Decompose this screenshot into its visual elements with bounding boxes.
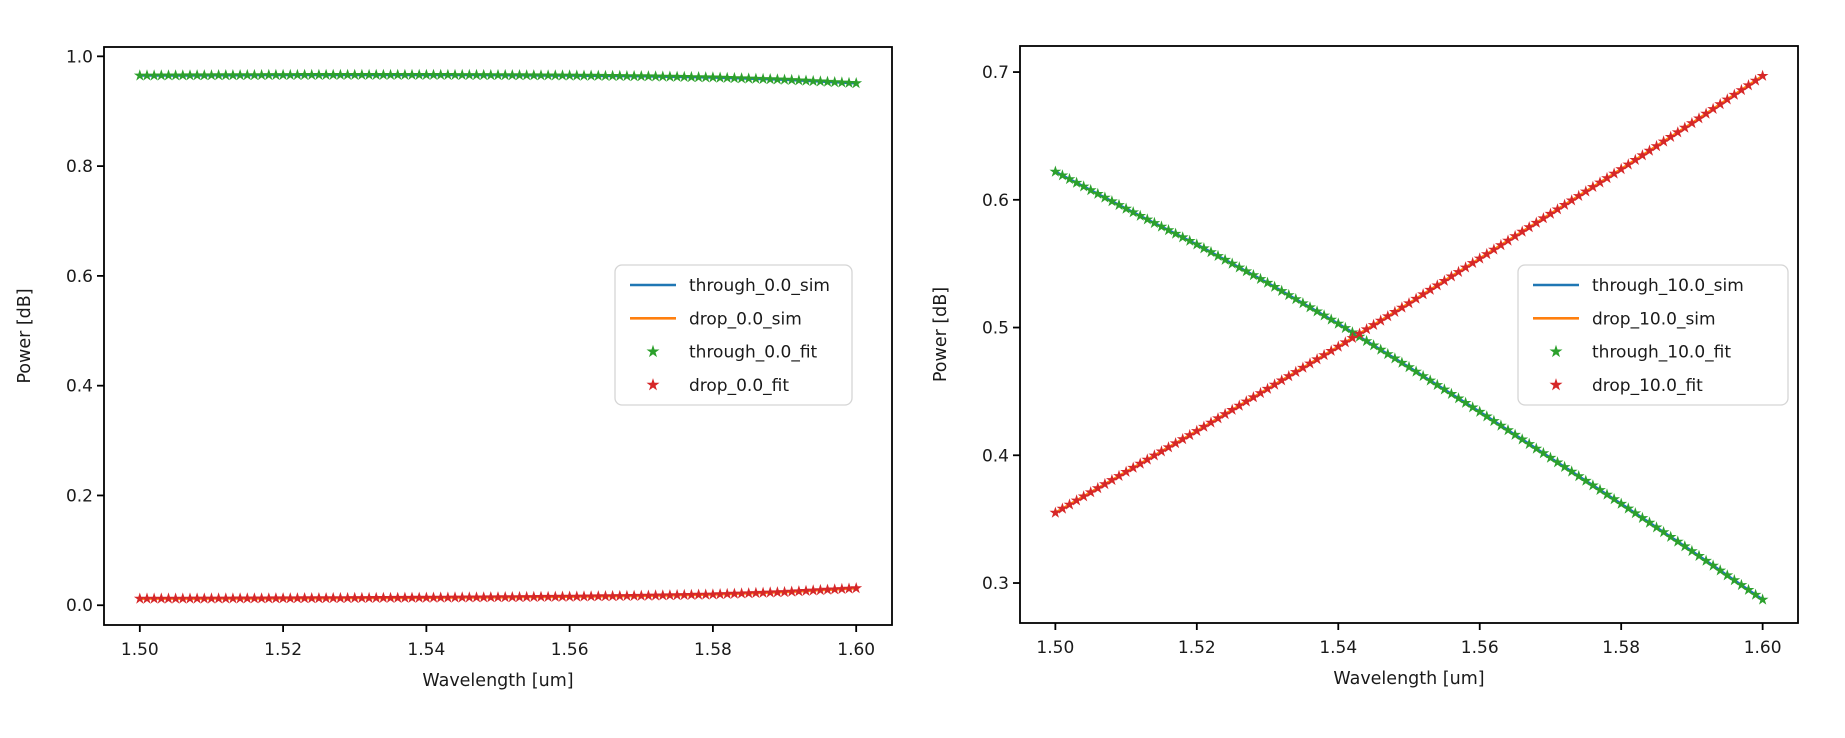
y-tick-label: 0.7 bbox=[982, 63, 1009, 83]
legend-label: drop_10.0_sim bbox=[1592, 309, 1716, 329]
y-tick-label: 0.6 bbox=[982, 191, 1009, 211]
x-tick-label: 1.52 bbox=[264, 640, 302, 660]
legend-item: drop_10.0_sim bbox=[1533, 309, 1716, 329]
x-tick-label: 1.50 bbox=[1036, 638, 1074, 658]
legend-item: drop_0.0_fit bbox=[646, 376, 789, 396]
legend-box bbox=[614, 264, 853, 406]
x-tick-label: 1.50 bbox=[121, 640, 159, 660]
y-tick-label: 0.4 bbox=[66, 377, 93, 397]
x-axis-label: Wavelength [um] bbox=[1333, 669, 1484, 689]
legend-label: through_0.0_sim bbox=[689, 276, 830, 296]
legend-item: drop_10.0_fit bbox=[1549, 376, 1703, 396]
legend-label: drop_0.0_sim bbox=[689, 309, 802, 329]
y-axis-label: Power [dB] bbox=[15, 288, 35, 383]
y-tick-label: 0.6 bbox=[66, 267, 93, 287]
y-tick-label: 0.0 bbox=[66, 596, 93, 616]
y-axis-label: Power [dB] bbox=[931, 287, 951, 382]
x-tick-label: 1.54 bbox=[1319, 638, 1357, 658]
series-through_0.0_fit-markers bbox=[133, 68, 863, 89]
legend-item: through_0.0_sim bbox=[630, 276, 830, 296]
legend-label: through_10.0_fit bbox=[1592, 343, 1731, 363]
y-tick-label: 1.0 bbox=[66, 47, 93, 67]
series-drop_0.0_fit-markers bbox=[133, 582, 863, 604]
axes-frame bbox=[103, 46, 893, 626]
axes-frame bbox=[1019, 45, 1799, 624]
legend: through_0.0_sim drop_0.0_sim through_0.0_f… bbox=[614, 264, 853, 406]
x-tick-label: 1.60 bbox=[837, 640, 875, 660]
right-plot: 1.50 1.52 1.54 1.56 1.58 1.60 0.3 0.4 0.5 0.6 0.7 W… bbox=[931, 45, 1799, 689]
x-axis-label: Wavelength [um] bbox=[422, 671, 573, 691]
y-tick-label: 0.3 bbox=[982, 574, 1009, 594]
y-tick-label: 0.8 bbox=[66, 157, 93, 177]
left-plot: 1.50 1.52 1.54 1.56 1.58 1.60 0.0 0.2 0.4 0.6 0.8 1… bbox=[15, 46, 893, 691]
legend-item: through_10.0_fit bbox=[1549, 343, 1731, 363]
legend-star-sample bbox=[1549, 344, 1563, 358]
legend-item: through_10.0_sim bbox=[1533, 276, 1744, 296]
y-tick-label: 0.2 bbox=[66, 486, 93, 506]
x-tick-label: 1.58 bbox=[694, 640, 732, 660]
legend-label: through_0.0_fit bbox=[689, 343, 818, 363]
x-tick-label: 1.54 bbox=[407, 640, 445, 660]
legend-label: drop_10.0_fit bbox=[1592, 376, 1703, 396]
legend-label: drop_0.0_fit bbox=[689, 376, 789, 396]
legend: through_10.0_sim drop_10.0_sim through_10.… bbox=[1517, 264, 1789, 406]
x-tick-label: 1.56 bbox=[1461, 638, 1499, 658]
legend-star-sample bbox=[646, 344, 660, 358]
legend-item: drop_0.0_sim bbox=[630, 309, 802, 329]
y-tick-label: 0.5 bbox=[982, 319, 1009, 339]
x-tick-label: 1.60 bbox=[1744, 638, 1782, 658]
legend-star-sample bbox=[1549, 378, 1563, 391]
y-tick-label: 0.4 bbox=[982, 446, 1009, 466]
legend-label: through_10.0_sim bbox=[1592, 276, 1744, 296]
x-tick-label: 1.58 bbox=[1602, 638, 1640, 658]
legend-item: through_0.0_fit bbox=[646, 343, 818, 363]
legend-star-sample bbox=[646, 378, 660, 391]
x-tick-label: 1.52 bbox=[1178, 638, 1216, 658]
x-tick-label: 1.56 bbox=[551, 640, 589, 660]
legend-box bbox=[1517, 264, 1789, 406]
